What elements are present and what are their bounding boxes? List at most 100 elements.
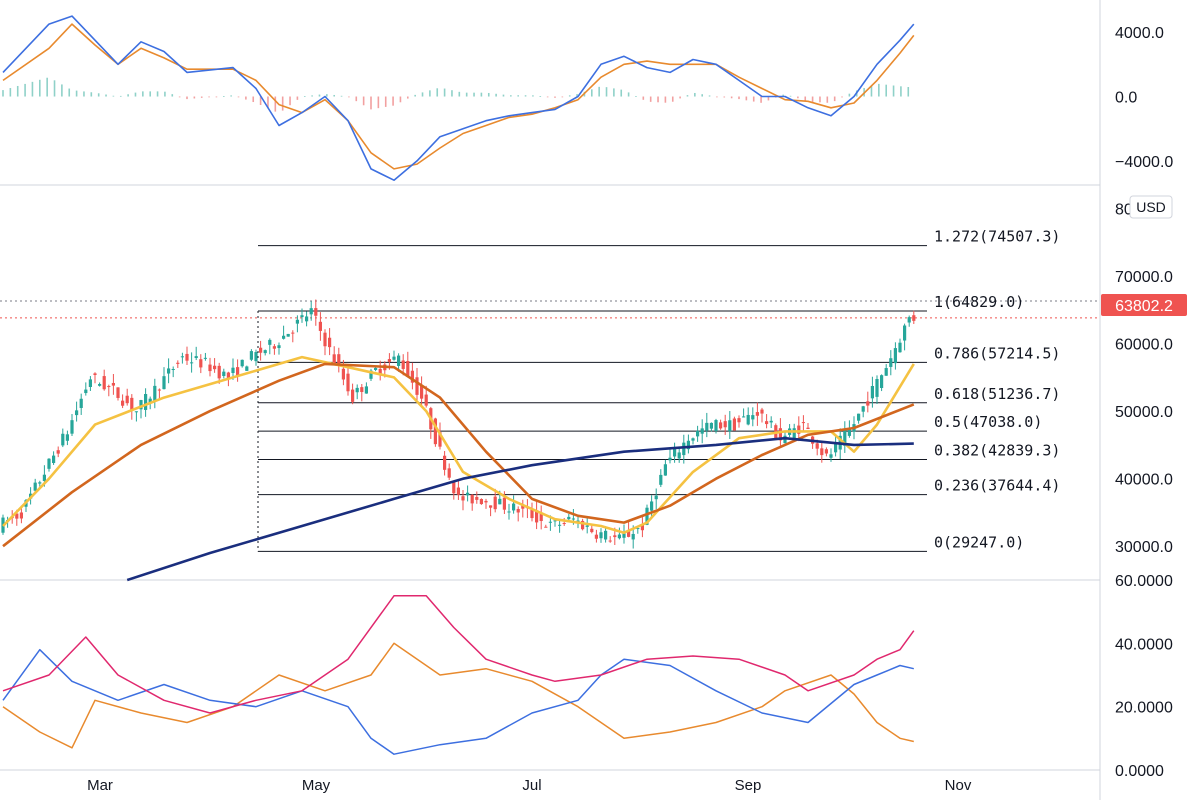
- candle-body: [222, 371, 226, 376]
- macd-histogram-bar: [730, 96, 733, 99]
- moving-average-line: [2, 362, 915, 548]
- macd-histogram-bar: [716, 96, 718, 98]
- candle-body: [401, 360, 405, 369]
- macd-histogram-bar: [303, 96, 306, 98]
- macd-histogram-bar: [671, 96, 674, 102]
- candle-body: [659, 474, 663, 485]
- candle-body: [452, 481, 456, 494]
- macd-histogram-bar: [664, 96, 667, 103]
- current-price-label: 63802.2: [1115, 298, 1173, 315]
- candle-body: [447, 468, 451, 478]
- candle-body: [65, 434, 69, 441]
- candle-body: [360, 387, 364, 393]
- candle-body: [539, 513, 543, 522]
- macd-histogram-bar: [524, 95, 527, 97]
- macd-histogram-bar: [767, 96, 770, 101]
- macd-histogram-bar: [900, 86, 902, 97]
- macd-histogram-bar: [142, 91, 144, 97]
- candle-body: [107, 386, 111, 388]
- price-tick-label: 30000.0: [1115, 539, 1173, 556]
- candle-body: [415, 377, 419, 395]
- candle-body: [778, 428, 782, 441]
- macd-histogram-bar: [318, 94, 321, 97]
- macd-histogram-bar: [384, 96, 387, 107]
- candle-body: [765, 421, 769, 425]
- candle-body: [374, 367, 378, 370]
- macd-histogram-bar: [164, 91, 166, 97]
- candle-body: [167, 368, 171, 374]
- candle-body: [84, 389, 88, 394]
- macd-histogram-bar: [252, 96, 255, 103]
- macd-histogram-bar: [134, 92, 137, 97]
- candle-body: [305, 316, 309, 322]
- candle-body: [355, 387, 359, 393]
- candle-body: [102, 376, 106, 390]
- candle-body: [751, 415, 755, 420]
- candle-body: [300, 315, 304, 318]
- macd-histogram-bar: [546, 96, 549, 98]
- candle-body: [171, 368, 175, 370]
- macd-tick-label: 0.0: [1115, 90, 1137, 107]
- candle-body: [797, 425, 801, 434]
- candle-body: [56, 450, 60, 454]
- moving-average-line: [126, 436, 914, 582]
- macd-histogram-bar: [745, 96, 748, 101]
- candle-body: [314, 308, 318, 316]
- candle-body: [203, 357, 207, 359]
- candle-body: [249, 351, 253, 360]
- macd-histogram-bar: [326, 94, 328, 97]
- candle-body: [70, 420, 74, 434]
- candle-body: [502, 497, 506, 510]
- macd-histogram-bar: [517, 95, 519, 97]
- candle-body: [190, 362, 194, 364]
- candle-body: [723, 421, 727, 428]
- candle-body: [98, 384, 102, 386]
- candle-body: [236, 367, 240, 376]
- macd-histogram-bar: [61, 84, 63, 97]
- candle-body: [714, 420, 718, 432]
- macd-histogram-bar: [789, 95, 792, 97]
- macd-histogram-bar: [105, 94, 107, 97]
- dmi-tick-label: 60.0000: [1115, 573, 1173, 590]
- macd-histogram-bar: [340, 95, 343, 97]
- candle-body: [861, 406, 865, 412]
- macd-histogram-bar: [554, 96, 556, 98]
- candle-body: [875, 379, 879, 397]
- macd-histogram-bar: [510, 95, 512, 97]
- candle-body: [544, 526, 548, 528]
- candle-body: [700, 428, 704, 434]
- candle-body: [157, 389, 161, 391]
- candle-body: [907, 317, 911, 323]
- macd-histogram-bar: [885, 84, 887, 97]
- candle-body: [645, 507, 649, 525]
- fib-level-label: 0.618(51236.7): [934, 385, 1060, 403]
- candle-body: [521, 504, 525, 509]
- macd-histogram-bar: [833, 96, 836, 102]
- candle-body: [599, 532, 603, 539]
- candle-body: [576, 520, 580, 522]
- macd-histogram-bar: [568, 95, 571, 97]
- candle-body: [880, 375, 884, 388]
- date-tick-label: Sep: [735, 777, 762, 794]
- macd-histogram-bar: [230, 95, 232, 97]
- macd-histogram-bar: [156, 91, 159, 97]
- macd-histogram-bar: [679, 96, 681, 99]
- candle-body: [75, 410, 79, 416]
- macd-histogram-bar: [377, 96, 380, 109]
- candle-body: [424, 394, 428, 406]
- macd-histogram-bar: [311, 95, 313, 97]
- candle-body: [392, 356, 396, 360]
- candle-body: [116, 387, 120, 398]
- dmi-plus-di-line: [2, 648, 914, 755]
- candle-body: [622, 533, 626, 538]
- currency-button[interactable]: [1129, 195, 1173, 219]
- macd-histogram-bar: [39, 79, 41, 97]
- macd-histogram-bar: [119, 95, 122, 97]
- macd-histogram-bar: [694, 92, 696, 97]
- macd-histogram-bar: [487, 92, 490, 97]
- price-tick-label: 70000.0: [1115, 269, 1173, 286]
- candle-body: [581, 520, 585, 530]
- candle-body: [553, 520, 557, 522]
- candle-body: [857, 413, 861, 421]
